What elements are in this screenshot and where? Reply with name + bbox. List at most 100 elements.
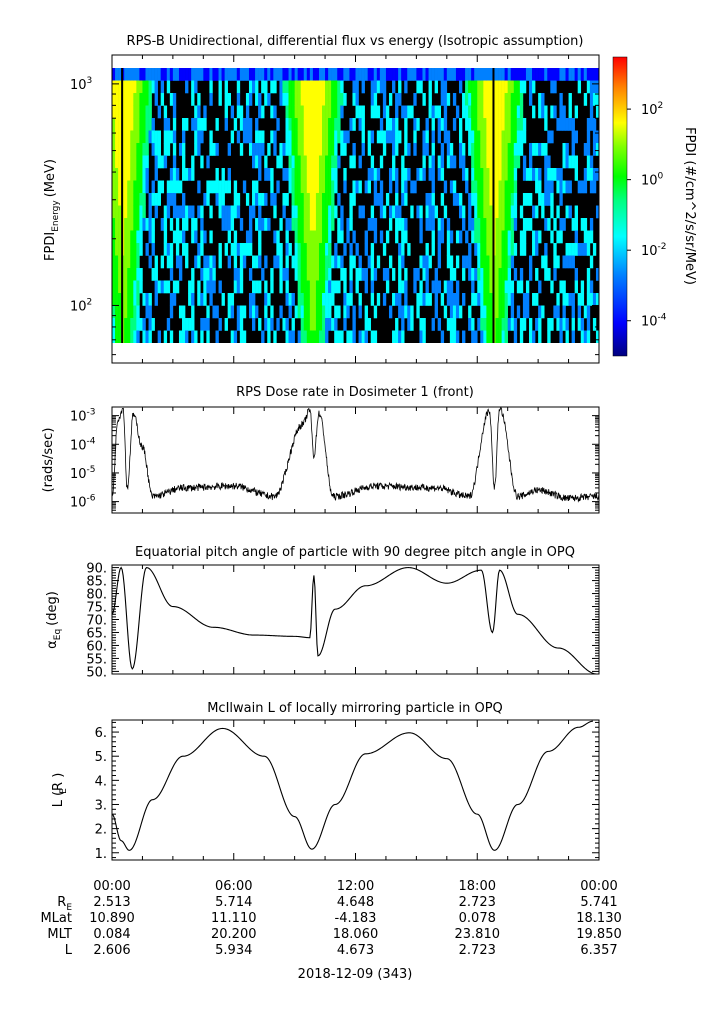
spectrogram-cell	[550, 230, 554, 244]
spectrogram-cell	[112, 68, 116, 81]
spectrogram-cell	[303, 105, 308, 119]
spectrogram-cell	[513, 105, 518, 119]
spectrogram-cell	[154, 193, 158, 206]
spectrogram-cell	[373, 80, 378, 94]
spectrogram-cell	[297, 168, 302, 181]
spectrogram-cell	[303, 205, 308, 219]
spectrogram-cell	[574, 243, 578, 256]
spectrogram-cell	[203, 293, 207, 306]
spectrogram-cell	[550, 205, 554, 219]
spectrogram-cell	[300, 143, 305, 156]
spectrogram-cell	[480, 230, 484, 244]
spectrogram-cell	[480, 130, 484, 144]
spectrogram-cell	[562, 218, 566, 231]
spectrogram-cell	[206, 280, 210, 294]
spectrogram-cell	[322, 293, 326, 306]
spectrogram-cell	[258, 130, 262, 144]
spectrogram-cell	[315, 255, 320, 269]
spectrogram-cell	[352, 118, 356, 131]
spectrogram-cell	[535, 168, 539, 181]
spectrogram-cell	[124, 168, 128, 181]
spectrogram-cell	[428, 68, 432, 81]
spectrogram-cell	[139, 280, 143, 294]
spectrogram-cell	[139, 230, 143, 244]
footer-time-label: 00:00	[93, 879, 130, 894]
spectrogram-cell	[367, 218, 372, 231]
spectrogram-cell	[221, 68, 225, 81]
spectrogram-cell	[224, 68, 228, 81]
spectrogram-cell	[175, 218, 180, 231]
spectrogram-cell	[200, 268, 204, 281]
spectrogram-cell	[245, 130, 250, 144]
spectrogram-cell	[233, 268, 238, 281]
spectrogram-cell	[352, 155, 356, 169]
spectrogram-cell	[285, 193, 289, 206]
spectrogram-cell	[538, 93, 542, 106]
spectrogram-cell	[385, 130, 390, 144]
spectrogram-cell	[172, 180, 177, 194]
spectrogram-cell	[130, 143, 134, 156]
spectrogram-cell	[115, 218, 119, 231]
spectrogram-cell	[559, 318, 563, 331]
spectrogram-cell	[294, 155, 298, 169]
spectrogram-panel: RPS-B Unidirectional, differential flux …	[43, 34, 697, 364]
spectrogram-cell	[166, 130, 171, 144]
spectrogram-cell	[343, 293, 347, 306]
spectrogram-cell	[477, 280, 481, 294]
spectrogram-cell	[516, 130, 521, 144]
spectrogram-cell	[507, 130, 512, 144]
spectrogram-cell	[395, 205, 399, 219]
spectrogram-cell	[315, 130, 320, 144]
spectrogram-cell	[437, 168, 442, 181]
spectrogram-cell	[279, 93, 283, 106]
spectrogram-cell	[306, 168, 311, 181]
spectrogram-cell	[580, 280, 585, 294]
spectrogram-cell	[209, 80, 213, 94]
spectrogram-cell	[212, 268, 216, 281]
spectrogram-cell	[550, 68, 554, 81]
footer-value: 5.714	[215, 895, 252, 910]
spectrogram-cell	[172, 293, 177, 306]
spectrogram-cell	[519, 268, 524, 281]
spectrogram-cell	[209, 180, 213, 194]
spectrogram-cell	[306, 318, 311, 331]
spectrogram-cell	[452, 268, 457, 281]
spectrogram-cell	[507, 230, 512, 244]
spectrogram-cell	[142, 130, 146, 144]
spectrogram-cell	[535, 318, 539, 331]
spectrogram-cell	[501, 293, 505, 306]
spectrogram-cell	[322, 105, 326, 119]
spectrogram-cell	[264, 93, 268, 106]
spectrogram-cell	[312, 243, 317, 256]
spectrogram-cell	[133, 193, 137, 206]
spectrogram-cell	[589, 68, 594, 81]
spectrogram-cell	[410, 180, 414, 194]
spectrogram-cell	[252, 318, 256, 331]
spectrogram-cell	[300, 280, 305, 294]
spectrogram-ylabel-unit: (MeV)	[43, 159, 58, 197]
spectrogram-cell	[559, 280, 563, 294]
spectrogram-cell	[212, 255, 216, 269]
spectrogram-cell	[592, 68, 597, 81]
spectrogram-cell	[392, 68, 396, 81]
spectrogram-cell	[288, 130, 292, 144]
spectrogram-cell	[489, 143, 493, 156]
spectrogram-cell	[486, 180, 490, 194]
spectrogram-cell	[343, 143, 347, 156]
spectrogram-cell	[571, 68, 575, 81]
spectrogram-cell	[337, 230, 341, 244]
spectrogram-cell	[194, 255, 198, 269]
spectrogram-cell	[474, 180, 478, 194]
spectrogram-cell	[267, 293, 271, 306]
spectrogram-cell	[194, 230, 198, 244]
spectrogram-cell	[242, 118, 247, 131]
spectrogram-cell	[169, 130, 174, 144]
spectrogram-cell	[328, 80, 332, 94]
spectrogram-cell	[285, 80, 289, 94]
spectrogram-cell	[297, 130, 302, 144]
spectrogram-cell	[522, 243, 527, 256]
dose-title: RPS Dose rate in Dosimeter 1 (front)	[236, 385, 474, 400]
spectrogram-cell	[309, 93, 314, 106]
spectrogram-cell	[151, 118, 155, 131]
spectrogram-cell	[486, 168, 490, 181]
